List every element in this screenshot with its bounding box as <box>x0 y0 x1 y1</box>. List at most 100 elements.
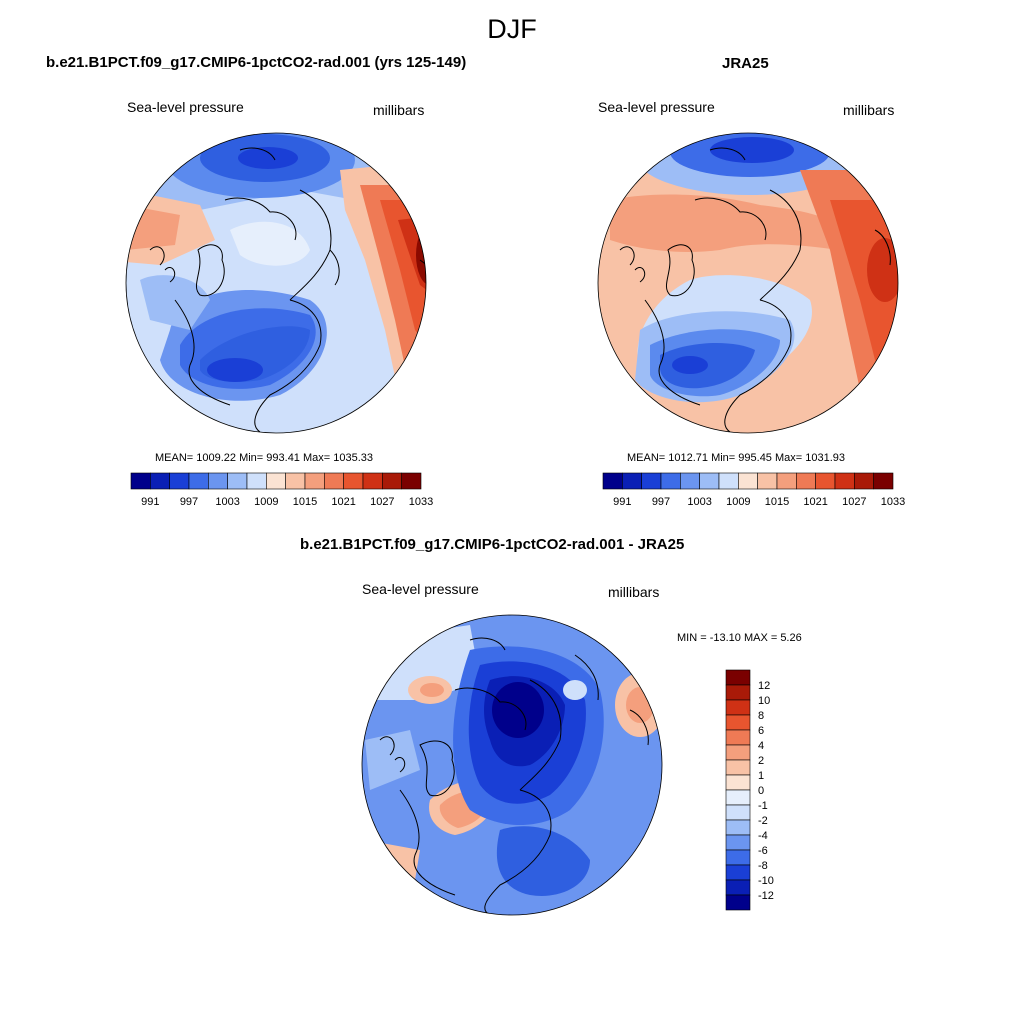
colorbar-diff-swatch <box>725 834 751 851</box>
colorbar-obs-swatch <box>660 472 681 490</box>
colorbar-obs-swatch <box>757 472 778 490</box>
colorbar-model-swatch <box>401 472 422 490</box>
colorbar-diff-tick-label: -10 <box>758 875 774 887</box>
colorbar-diff-tick-label: 2 <box>758 755 764 767</box>
colorbar-obs-swatch <box>776 472 797 490</box>
colorbar-model-swatch <box>130 472 151 490</box>
colorbar-diff-tick-label: -2 <box>758 815 768 827</box>
map-model <box>126 133 426 433</box>
colorbar-diff-swatch <box>725 669 751 686</box>
colorbar-obs: 991 997 1003 1009 1015 1021 1027 1033 <box>602 472 905 508</box>
panel-title-diff: b.e21.B1PCT.f09_g17.CMIP6-1pctCO2-rad.00… <box>300 536 685 553</box>
colorbar-diff-swatch <box>725 759 751 776</box>
panel-title-model: b.e21.B1PCT.f09_g17.CMIP6-1pctCO2-rad.00… <box>46 54 467 71</box>
colorbar-model-swatch <box>324 472 344 490</box>
colorbar-model-tick-label: 997 <box>180 496 198 508</box>
map-obs <box>598 133 898 433</box>
colorbar-obs-tick-label: 1033 <box>881 496 905 508</box>
panel-obs-stats: MEAN= 1012.71 Min= 995.45 Max= 1031.93 <box>627 452 846 464</box>
colorbar-diff-swatch <box>725 849 751 866</box>
colorbar-diff-swatch <box>725 879 751 896</box>
colorbar-obs-swatch <box>834 472 855 490</box>
colorbar-diff-tick-label: 8 <box>758 710 764 722</box>
panel-model-stats: MEAN= 1009.22 Min= 993.41 Max= 1035.33 <box>155 452 374 464</box>
colorbar-obs-tick-label: 1021 <box>803 496 827 508</box>
colorbar-diff-swatch <box>725 894 751 911</box>
colorbar-diff-tick-label: 4 <box>758 740 764 752</box>
colorbar-obs-swatch <box>873 472 894 490</box>
colorbar-model-swatch <box>304 472 325 490</box>
colorbar-model-swatch <box>362 472 383 490</box>
colorbar-obs-swatch <box>815 472 836 490</box>
panel-diff-stats: MIN = -13.10 MAX = 5.26 <box>677 632 802 644</box>
colorbar-obs-swatch <box>796 472 816 490</box>
colorbar-obs-tick-label: 1015 <box>765 496 789 508</box>
colorbar-diff-swatch <box>725 864 751 881</box>
colorbar-diff-tick-label: 0 <box>758 785 764 797</box>
colorbar-model-tick-label: 1021 <box>331 496 355 508</box>
colorbar-diff-swatch <box>725 699 751 716</box>
colorbar-model-tick-label: 1015 <box>293 496 317 508</box>
colorbar-model-swatch <box>382 472 402 490</box>
colorbar-model-swatch <box>150 472 170 490</box>
colorbar-obs-swatch <box>738 472 758 490</box>
colorbar-obs-tick-label: 991 <box>613 496 631 508</box>
colorbar-model: 991 997 1003 1009 1015 1021 1027 1033 <box>130 472 433 508</box>
colorbar-obs-swatch <box>641 472 662 490</box>
colorbar-diff-swatch <box>725 774 751 791</box>
colorbar-diff-tick-label: -6 <box>758 845 768 857</box>
map-diff-boundary <box>361 614 663 916</box>
colorbar-obs-swatch <box>718 472 739 490</box>
figure-title: DJF <box>487 14 537 44</box>
colorbar-diff-tick-label: 10 <box>758 695 770 707</box>
colorbar-diff-swatch <box>725 819 751 836</box>
colorbar-obs-tick-label: 997 <box>652 496 670 508</box>
colorbar-diff-tick-label: -8 <box>758 860 768 872</box>
colorbar-diff-tick-label: 1 <box>758 770 764 782</box>
colorbar-obs-swatch <box>680 472 700 490</box>
panel-obs-units: millibars <box>843 102 895 118</box>
colorbar-obs-tick-label: 1003 <box>687 496 711 508</box>
panel-diff-units: millibars <box>608 584 660 600</box>
panel-diff-left-label: Sea-level pressure <box>362 581 479 597</box>
colorbar-obs-swatch <box>622 472 642 490</box>
colorbar-obs-tick-label: 1027 <box>842 496 866 508</box>
colorbar-model-swatch <box>266 472 286 490</box>
colorbar-diff-tick-label: 12 <box>758 680 770 692</box>
colorbar-diff-swatch <box>725 744 751 761</box>
colorbar-model-swatch <box>208 472 228 490</box>
colorbar-obs-swatch <box>854 472 874 490</box>
map-model-boundary <box>125 132 427 434</box>
colorbar-obs-tick-label: 1009 <box>726 496 750 508</box>
colorbar-model-tick-label: 1003 <box>215 496 239 508</box>
colorbar-diff-swatch <box>725 729 751 746</box>
colorbar-diff-swatch <box>725 804 751 821</box>
colorbar-diff-tick-label: 6 <box>758 725 764 737</box>
colorbar-model-tick-label: 991 <box>141 496 159 508</box>
colorbar-model-tick-label: 1009 <box>254 496 278 508</box>
colorbar-model-swatch <box>169 472 190 490</box>
colorbar-model-tick-label: 1027 <box>370 496 394 508</box>
colorbar-diff-tick-label: -1 <box>758 800 768 812</box>
panel-title-obs: JRA25 <box>722 55 769 72</box>
colorbar-obs-swatch <box>602 472 623 490</box>
colorbar-diff-swatch <box>725 684 751 701</box>
colorbar-model-swatch <box>188 472 209 490</box>
colorbar-model-swatch <box>343 472 364 490</box>
colorbar-diff-tick-label: -4 <box>758 830 768 842</box>
panel-model-left-label: Sea-level pressure <box>127 99 244 115</box>
map-diff <box>362 615 662 915</box>
colorbar-model-swatch <box>285 472 306 490</box>
colorbar-diff-tick-label: -12 <box>758 890 774 902</box>
panel-model-units: millibars <box>373 102 425 118</box>
colorbar-model-swatch <box>246 472 267 490</box>
map-obs-boundary <box>597 132 899 434</box>
colorbar-diff-swatch <box>725 714 751 731</box>
colorbar-model-tick-label: 1033 <box>409 496 433 508</box>
colorbar-diff-swatch <box>725 789 751 806</box>
panel-obs-left-label: Sea-level pressure <box>598 99 715 115</box>
colorbar-obs-swatch <box>699 472 720 490</box>
colorbar-model-swatch <box>227 472 248 490</box>
